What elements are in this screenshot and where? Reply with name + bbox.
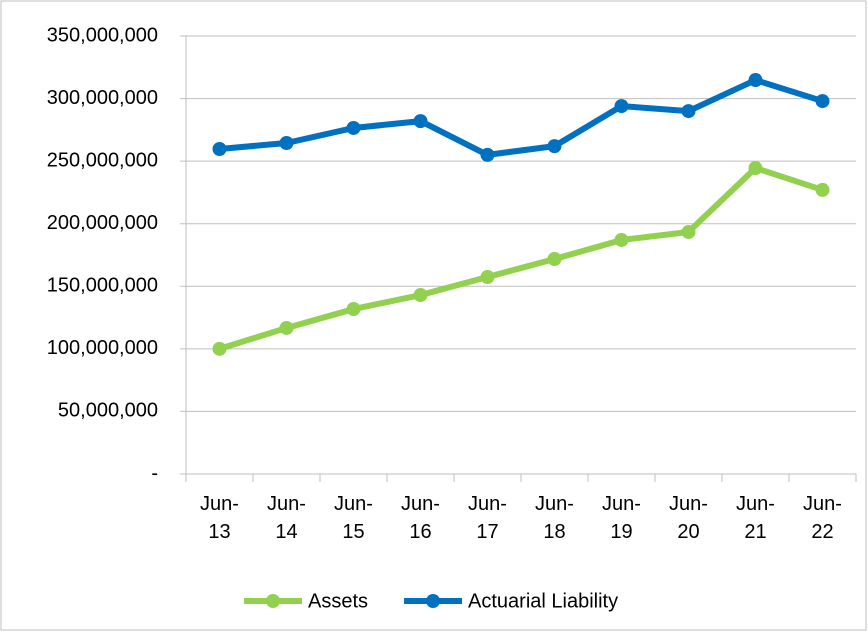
point: [212, 142, 227, 157]
point: [815, 182, 830, 197]
legend-label: Actuarial Liability: [468, 590, 618, 612]
point: [547, 139, 562, 154]
y-tick-label: -: [151, 462, 158, 484]
x-tick-label: Jun-17: [468, 493, 507, 543]
y-tick-label: 300,000,000: [47, 87, 158, 109]
point: [614, 99, 629, 114]
y-tick-label: 50,000,000: [58, 400, 158, 422]
point: [279, 320, 294, 335]
point: [480, 147, 495, 162]
x-tick-label: Jun-18: [535, 493, 574, 543]
series-line: [219, 77, 824, 158]
x-tick-label: Jun-21: [736, 493, 775, 543]
series-line: [218, 165, 824, 352]
point: [413, 288, 428, 303]
point: [480, 270, 495, 285]
x-tick-label: Jun-20: [669, 493, 708, 543]
point: [748, 161, 763, 176]
y-tick-label: 200,000,000: [47, 212, 158, 234]
point: [279, 135, 294, 150]
point: [346, 302, 361, 317]
x-tick-label: Jun-16: [401, 493, 440, 543]
y-tick-label: 250,000,000: [47, 149, 158, 171]
point: [614, 232, 629, 247]
x-tick-label: Jun-22: [803, 493, 842, 543]
point: [413, 114, 428, 129]
x-tick-label: Jun-13: [200, 493, 239, 543]
legend-marker: [266, 594, 280, 608]
point: [748, 73, 763, 88]
point: [346, 120, 361, 135]
x-tick-label: Jun-14: [267, 493, 306, 543]
y-tick-label: 350,000,000: [47, 24, 158, 46]
point: [815, 94, 830, 109]
point: [212, 341, 227, 356]
y-tick-label: 150,000,000: [47, 275, 158, 297]
y-tick-label: 100,000,000: [47, 337, 158, 359]
point: [681, 224, 696, 239]
point: [681, 104, 696, 119]
legend-label: Assets: [308, 590, 368, 612]
x-tick-label: Jun-19: [602, 493, 641, 543]
x-tick-label: Jun-15: [334, 493, 373, 543]
point: [547, 252, 562, 267]
legend-marker: [426, 594, 441, 608]
